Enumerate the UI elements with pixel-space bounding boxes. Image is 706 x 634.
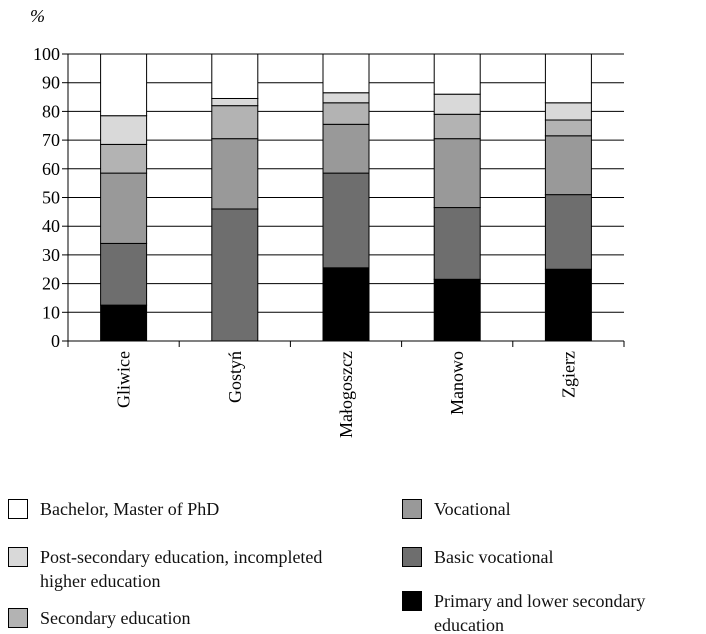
legend-item: Post-secondary education, incompleted hi…	[8, 545, 328, 593]
legend-item: Secondary education	[8, 606, 308, 630]
legend-label: Secondary education	[40, 608, 191, 628]
y-tick-label: 50	[42, 188, 60, 208]
bar-segment	[211, 105, 259, 140]
legend-swatch	[8, 499, 28, 519]
bar-segment	[211, 97, 259, 107]
legend-item: Bachelor, Master of PhD	[8, 497, 248, 521]
legend-item: Vocational	[402, 497, 692, 521]
bar-segment	[322, 92, 370, 104]
bar-segment	[544, 119, 592, 137]
legend-item: Primary and lower secondary education	[402, 589, 702, 634]
y-tick-label: 0	[51, 331, 60, 351]
y-tick-label: 20	[42, 274, 60, 294]
y-tick-label: 100	[33, 44, 60, 64]
bar-segment	[544, 53, 592, 104]
legend-swatch	[8, 547, 28, 567]
bar-segment	[322, 53, 370, 94]
y-tick-label: 80	[42, 101, 60, 121]
legend-label: Primary and lower secondary education	[434, 591, 646, 634]
bar-segment	[322, 102, 370, 125]
bar-segment	[433, 113, 481, 140]
bar-segment	[100, 172, 148, 244]
bar-segment	[100, 143, 148, 174]
bar-segment	[544, 268, 592, 342]
bar-segment	[433, 278, 481, 342]
y-tick-label: 40	[42, 216, 60, 236]
legend-label: Basic vocational	[434, 547, 554, 567]
legend-label: Post-secondary education, incompleted hi…	[40, 547, 323, 591]
bar-segment	[322, 172, 370, 269]
y-tick-label: 30	[42, 245, 60, 265]
legend-label: Bachelor, Master of PhD	[40, 499, 220, 519]
x-tick-label: Małogoszcz	[336, 351, 356, 438]
bar-segment	[100, 304, 148, 342]
bar-segment	[433, 207, 481, 280]
bar-segment	[211, 53, 259, 99]
bar-segment	[433, 93, 481, 115]
bar-segment	[544, 194, 592, 270]
legend-label: Vocational	[434, 499, 511, 519]
legend-swatch	[402, 499, 422, 519]
bar-segment	[100, 53, 148, 117]
bar-segment	[100, 115, 148, 145]
bar-segment	[544, 135, 592, 196]
y-tick-label: 60	[42, 159, 60, 179]
bar-segment	[433, 138, 481, 209]
y-tick-label: 70	[42, 130, 60, 150]
x-tick-label: Gostyń	[225, 351, 245, 403]
x-tick-label: Gliwice	[114, 351, 134, 408]
bar-segment	[322, 267, 370, 342]
x-tick-label: Zgierz	[558, 351, 578, 398]
bar-segment	[322, 123, 370, 174]
y-tick-label: 10	[42, 302, 60, 322]
bar-segment	[433, 53, 481, 95]
y-axis-label: %	[30, 6, 45, 26]
bar-segment	[100, 242, 148, 306]
x-tick-label: Manowo	[447, 351, 467, 415]
legend-swatch	[8, 608, 28, 628]
legend-item: Basic vocational	[402, 545, 692, 569]
y-tick-label: 90	[42, 73, 60, 93]
bar-segment	[211, 138, 259, 210]
bar-segment	[544, 102, 592, 121]
chart: % 0 10 20 30 40 50 60 70 80 90 100 Gliwice Gostyń Mał…	[30, 6, 625, 438]
bar-segment	[211, 208, 259, 342]
legend-swatch	[402, 591, 422, 611]
legend-swatch	[402, 547, 422, 567]
